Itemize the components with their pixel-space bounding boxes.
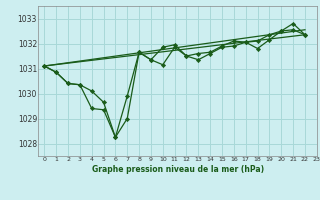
X-axis label: Graphe pression niveau de la mer (hPa): Graphe pression niveau de la mer (hPa) — [92, 165, 264, 174]
